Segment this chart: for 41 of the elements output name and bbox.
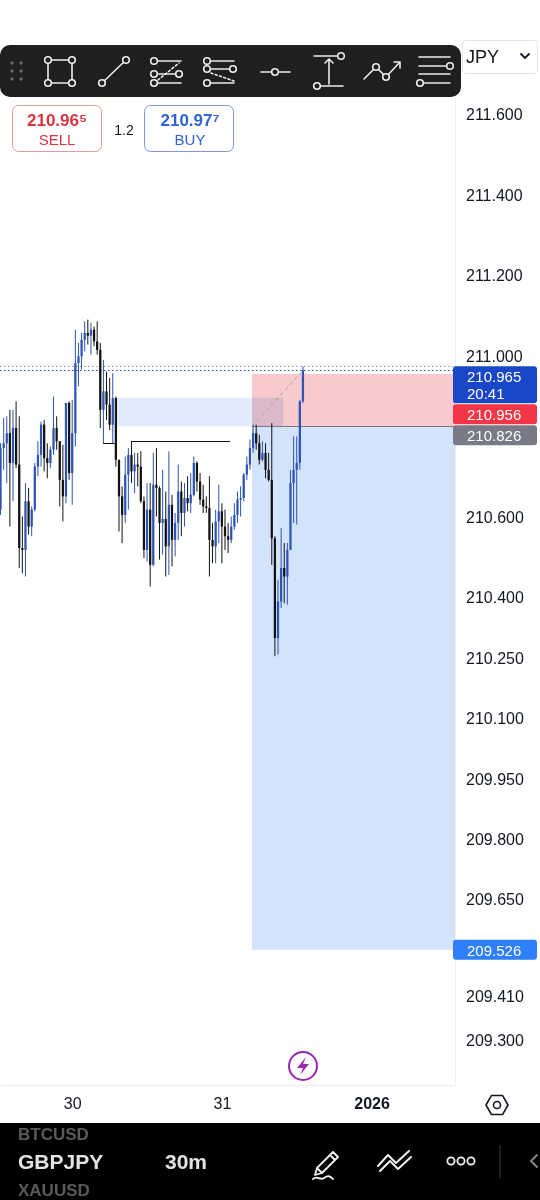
annotation: BUY [174,130,206,148]
x-tick-label: 30 [63,1095,82,1113]
y-tick-label: 209.410 [466,988,524,1006]
candlestick [86,319,89,346]
candlestick [186,475,189,512]
annotation: SELL [38,130,76,148]
ref-line-label: 210.826 [467,426,522,444]
candlestick [220,502,224,564]
candlestick [264,442,267,479]
text: 20:41 [467,384,505,402]
text: 30m [165,1149,208,1173]
y-tick-label: 210.600 [466,508,524,526]
y-tick-label: 209.300 [466,1032,524,1050]
text: GBPJPY [18,1149,104,1173]
y-tick-label: 209.800 [466,831,524,849]
band-label: 209.526 [467,941,522,959]
candlestick [83,320,86,352]
annotation: 210.97⁷ [160,110,220,130]
y-tick-label: 211.600 [466,106,523,124]
text: BTCUSD [18,1124,89,1144]
ref-line-label: 210.965 [467,367,522,385]
annotation: 210.96⁵ [27,110,87,130]
candlestick [102,359,105,444]
candlestick [183,482,186,528]
text: JPY [466,47,500,67]
y-tick-label: 211.200 [466,267,523,285]
y-tick-label: 209.650 [466,891,524,909]
y-tick-label: 210.250 [466,649,524,667]
text: XAUUSD [18,1180,90,1200]
y-tick-label: 211.400 [466,186,523,204]
candlestick [130,440,133,484]
annotation: 1.2 [114,122,134,138]
y-tick-label: 210.400 [466,589,524,607]
y-tick-label: 209.950 [466,770,524,788]
y-tick-label: 211.000 [466,347,523,365]
x-tick-label: 31 [213,1095,232,1113]
y-tick-label: 210.100 [466,710,524,728]
x-tick-label: 2026 [354,1095,390,1113]
band-label: 210.956 [467,405,522,423]
candlestick [261,440,264,462]
candlestick [133,452,136,494]
